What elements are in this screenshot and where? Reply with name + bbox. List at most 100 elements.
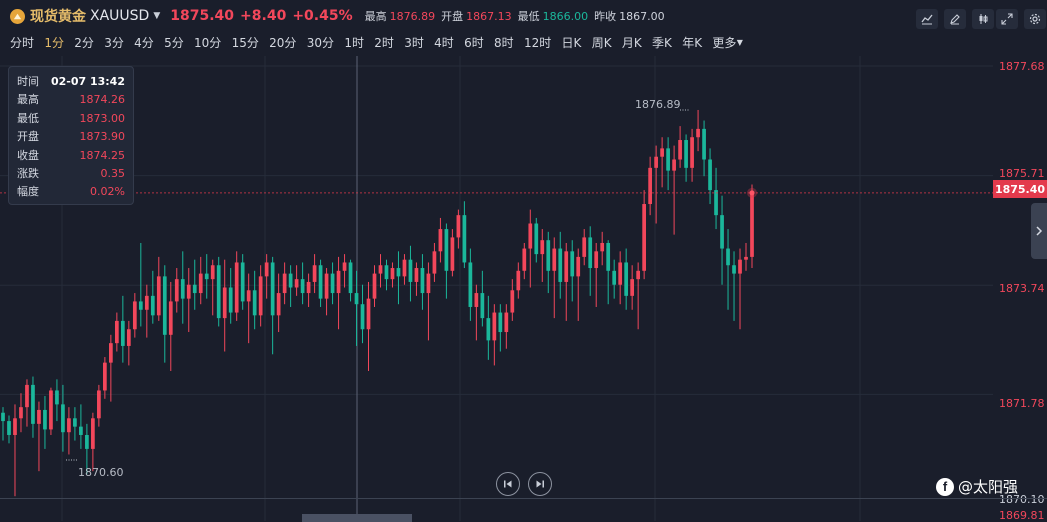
- candle-body: [732, 265, 736, 274]
- tooltip-value: 1874.26: [79, 93, 126, 107]
- candle-body: [103, 362, 107, 391]
- candle-body: [306, 281, 311, 294]
- candle-body: [264, 262, 269, 277]
- candle-body: [648, 167, 652, 205]
- tooltip-label: 最低: [17, 111, 39, 125]
- instrument-name[interactable]: 现货黄金: [30, 9, 86, 25]
- timeframe-tab[interactable]: 15分: [231, 35, 259, 50]
- candlestick-chart[interactable]: [0, 56, 993, 521]
- candle-body: [192, 284, 197, 294]
- candle-body: [504, 312, 509, 333]
- tooltip-label: 时间: [17, 75, 39, 88]
- draw-pen-icon[interactable]: [944, 9, 966, 29]
- timeframe-tab[interactable]: 更多: [712, 35, 737, 50]
- candle-body: [384, 265, 389, 280]
- timeframe-tab[interactable]: 1分: [44, 35, 64, 50]
- candle-body: [162, 276, 167, 335]
- timeframe-tab[interactable]: 4时: [434, 35, 454, 50]
- timeframe-tab[interactable]: 20分: [269, 35, 297, 50]
- candle-body: [276, 293, 281, 316]
- scroll-end-button[interactable]: [528, 472, 552, 496]
- candle-body: [426, 273, 431, 294]
- candle-body: [378, 265, 383, 274]
- last-price: 1875.40: [170, 8, 235, 24]
- tooltip-time: 02-07 13:42: [50, 75, 125, 88]
- candle-body: [390, 268, 395, 280]
- candle-body: [300, 279, 305, 294]
- candle-body: [498, 312, 503, 333]
- candle-body: [444, 229, 449, 271]
- candle-body: [180, 279, 185, 299]
- timeframe-tab[interactable]: 分时: [10, 35, 35, 50]
- stat-label-prev-close: 昨收: [594, 10, 617, 23]
- chart-canvas[interactable]: [0, 56, 993, 521]
- timeframe-tab[interactable]: 1时: [344, 35, 364, 50]
- candle-body: [49, 390, 53, 430]
- stat-label-high: 最高: [364, 10, 387, 23]
- timeframe-tab[interactable]: 日K: [561, 35, 582, 50]
- candle-body: [540, 240, 545, 255]
- candle-body: [91, 418, 95, 449]
- candle-body: [186, 284, 191, 299]
- candle-body: [204, 273, 209, 280]
- candle-body: [432, 251, 437, 274]
- timeframe-tab[interactable]: 周K: [591, 35, 612, 50]
- candle-body: [246, 290, 251, 302]
- last-price-dot: [749, 190, 755, 196]
- timeframe-tab[interactable]: 12时: [523, 35, 552, 50]
- candle-body: [750, 192, 754, 257]
- timeframe-tab[interactable]: 3时: [404, 35, 424, 50]
- candle-body: [43, 409, 47, 430]
- candle-body: [132, 301, 137, 330]
- candle-body: [360, 304, 365, 330]
- candle-body: [73, 418, 77, 427]
- fullscreen-icon[interactable]: [996, 9, 1018, 29]
- timeframe-tab[interactable]: 10分: [194, 35, 222, 50]
- timeframe-tab[interactable]: 2分: [74, 35, 94, 50]
- candle-body: [666, 148, 670, 171]
- timeframe-tab[interactable]: 季K: [652, 35, 672, 50]
- candle-body: [144, 295, 149, 310]
- price-change-pct: +0.45%: [292, 8, 353, 24]
- candle-body: [270, 262, 275, 316]
- timeframe-tab[interactable]: 4分: [134, 35, 154, 50]
- tooltip-value: 0.02%: [90, 185, 125, 199]
- candle-type-icon[interactable]: [972, 9, 994, 29]
- candle-body: [672, 159, 676, 171]
- candle-body: [156, 276, 161, 316]
- stat-value-low: 1866.00: [542, 9, 589, 23]
- candle-body: [372, 273, 377, 299]
- candle-body: [594, 251, 599, 269]
- candle-body: [174, 279, 179, 302]
- candle-body: [744, 256, 748, 260]
- candle-body: [19, 407, 23, 419]
- candle-body: [450, 237, 455, 271]
- timeframe-tab[interactable]: 月K: [621, 35, 642, 50]
- candle-body: [354, 293, 359, 305]
- candle-body: [618, 262, 623, 285]
- timeframe-tab[interactable]: 30分: [306, 35, 335, 50]
- timeframe-tab[interactable]: 5分: [164, 35, 184, 50]
- timeframe-tab[interactable]: 6时: [464, 35, 484, 50]
- candle-body: [342, 262, 347, 271]
- timeframe-tab[interactable]: 年K: [682, 35, 703, 50]
- timeframe-tab[interactable]: 2时: [374, 35, 394, 50]
- candle-body: [414, 268, 419, 282]
- instrument-code[interactable]: XAUUSD: [90, 8, 150, 24]
- settings-icon[interactable]: [1024, 9, 1046, 29]
- timeframe-tab[interactable]: 3分: [104, 35, 124, 50]
- chart-tools-left: [910, 9, 994, 29]
- candle-body: [696, 128, 700, 138]
- expand-panel-button[interactable]: [1031, 203, 1047, 259]
- caret-down-icon[interactable]: ▼: [736, 37, 743, 47]
- instrument-dropdown-icon[interactable]: ▼: [153, 11, 161, 21]
- timeframe-tab[interactable]: 8时: [494, 35, 514, 50]
- candle-body: [630, 279, 635, 296]
- candle-body: [534, 223, 539, 255]
- candle-body: [318, 265, 323, 299]
- chart-tools-right: [990, 9, 1046, 29]
- candle-body: [324, 273, 329, 299]
- indicator-icon[interactable]: [916, 9, 938, 29]
- scroll-start-button[interactable]: [496, 472, 520, 496]
- candle-body: [570, 251, 575, 277]
